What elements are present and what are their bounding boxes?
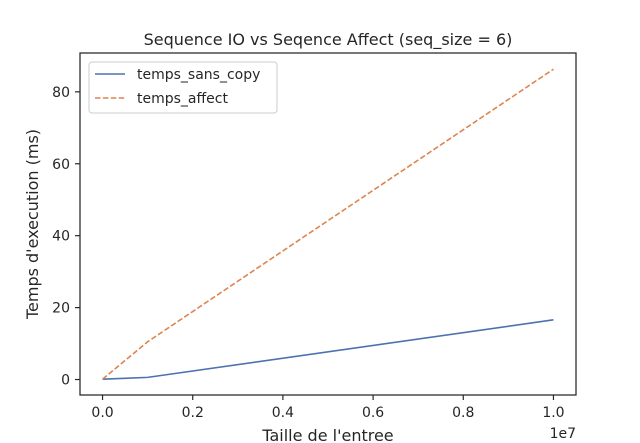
legend-label-temps-sans-copy: temps_sans_copy — [137, 67, 260, 83]
y-tick-label: 0 — [61, 373, 70, 389]
y-tick-label: 40 — [52, 229, 70, 245]
series-line-temps-sans-copy — [102, 319, 554, 380]
legend-box — [88, 61, 278, 114]
y-axis-ticks: 0 20 40 60 80 — [52, 85, 80, 389]
x-tick-label: 0.4 — [272, 405, 294, 421]
x-axis-offset-label: 1e7 — [550, 426, 576, 442]
x-tick-label: 0.6 — [362, 405, 384, 421]
y-axis-label: Temps d'execution (ms) — [23, 129, 42, 320]
x-tick-label: 0.8 — [452, 405, 474, 421]
x-tick-label: 1.0 — [542, 405, 564, 421]
series-line-temps-affect — [102, 68, 554, 380]
legend-label-temps-affect: temps_affect — [137, 91, 228, 107]
x-tick-label: 0.0 — [91, 405, 113, 421]
plot-lines — [102, 68, 554, 380]
x-axis-ticks: 0.0 0.2 0.4 0.6 0.8 1.0 — [91, 395, 565, 421]
plot-frame — [79, 52, 577, 396]
y-tick-label: 20 — [52, 301, 70, 317]
chart-title: Sequence IO vs Seqence Affect (seq_size … — [144, 30, 513, 50]
legend: temps_sans_copy temps_affect — [88, 61, 278, 114]
y-tick-label: 60 — [52, 157, 70, 173]
y-tick-label: 80 — [52, 85, 70, 101]
x-axis-label: Taille de l'entree — [261, 426, 393, 443]
x-tick-label: 0.2 — [182, 405, 204, 421]
